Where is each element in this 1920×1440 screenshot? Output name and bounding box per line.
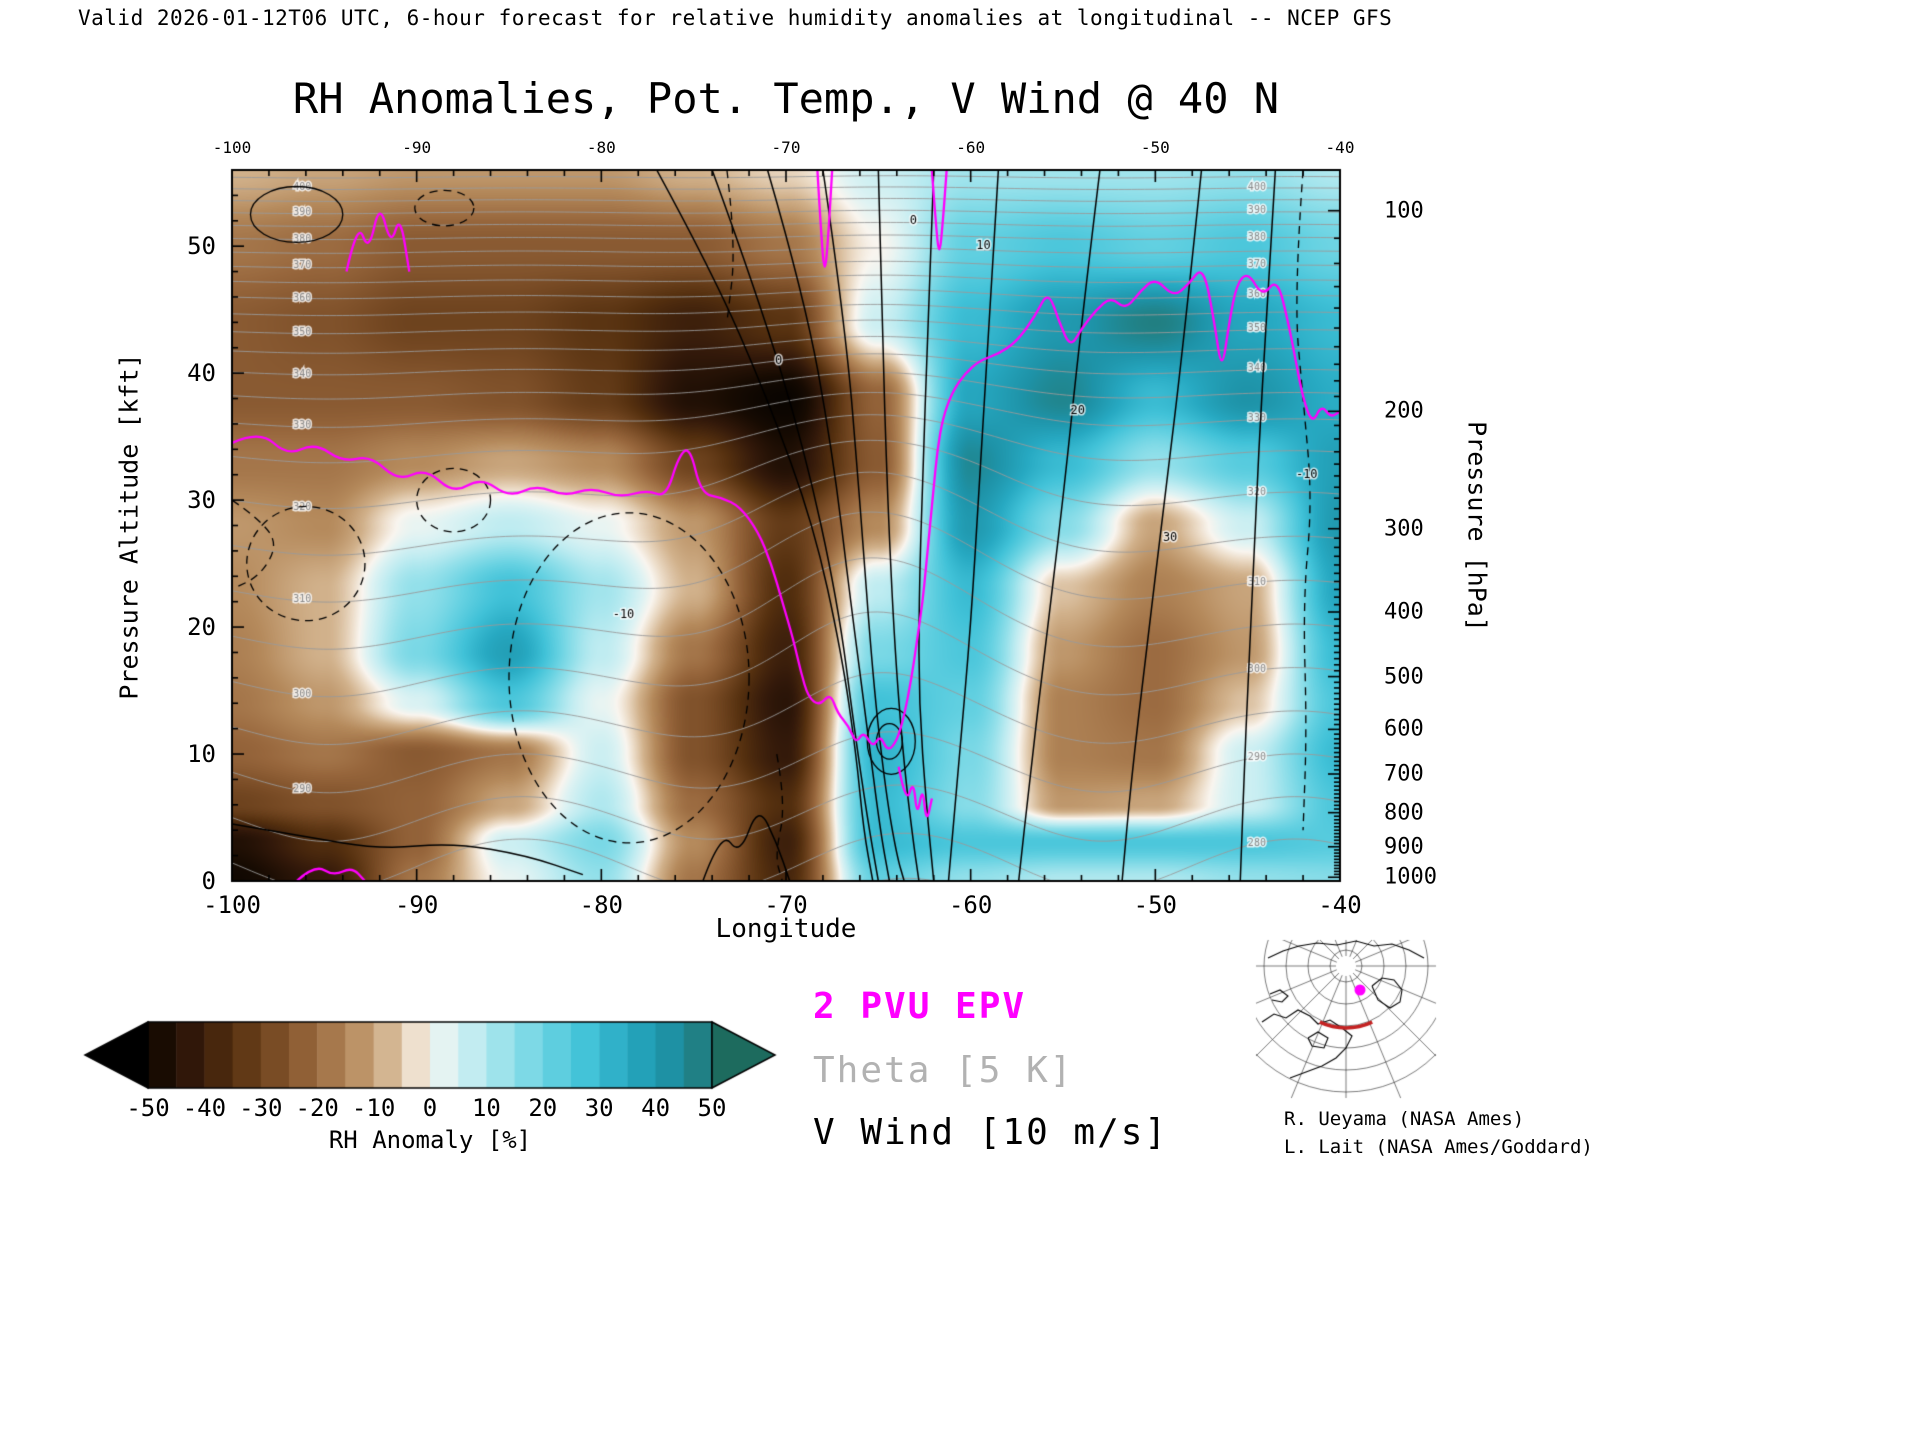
credit-line-1: R. Ueyama (NASA Ames) bbox=[1284, 1108, 1525, 1130]
x-top-tick-label: -70 bbox=[771, 138, 801, 157]
colorbar-tick-label: 30 bbox=[584, 1094, 614, 1122]
y-left-tick-label: 10 bbox=[187, 740, 216, 769]
y-right-tick-label: 600 bbox=[1384, 716, 1424, 742]
x-top-tick-label: -100 bbox=[212, 138, 252, 157]
x-top-tick-label: -40 bbox=[1325, 138, 1355, 157]
y-right-tick-label: 200 bbox=[1384, 398, 1424, 424]
x-tick-label: -60 bbox=[948, 891, 993, 919]
colorbar-tick-label: -50 bbox=[126, 1094, 170, 1122]
y-right-tick-label: 500 bbox=[1384, 664, 1424, 690]
colorbar-tick-label: 20 bbox=[528, 1094, 558, 1122]
colorbar-tick-label: 0 bbox=[422, 1094, 438, 1122]
y-left-tick-label: 30 bbox=[187, 486, 216, 515]
y-right-tick-label: 800 bbox=[1384, 800, 1424, 826]
x-tick-label: -40 bbox=[1318, 891, 1362, 919]
y-right-tick-label: 1000 bbox=[1384, 864, 1437, 890]
credit-line-2: L. Lait (NASA Ames/Goddard) bbox=[1284, 1136, 1593, 1158]
legend-2pvu-epv: 2 PVU EPV bbox=[813, 986, 1027, 1027]
colorbar-tick-label: 50 bbox=[697, 1094, 727, 1122]
y-left-tick-label: 50 bbox=[187, 232, 216, 261]
colorbar-tick-label: -30 bbox=[239, 1094, 283, 1122]
y-right-tick-label: 900 bbox=[1384, 834, 1424, 860]
map-inset bbox=[1256, 940, 1436, 1098]
y-left-axis-label: Pressure Altitude [kft] bbox=[114, 353, 144, 700]
y-right-tick-label: 100 bbox=[1384, 198, 1424, 224]
y-right-tick-label: 400 bbox=[1384, 599, 1424, 625]
x-tick-label: -50 bbox=[1133, 891, 1178, 919]
legend-v-wind: V Wind [10 m/s] bbox=[813, 1112, 1169, 1153]
colorbar-tick-label: -20 bbox=[295, 1094, 339, 1122]
x-top-tick-label: -50 bbox=[1140, 138, 1170, 157]
y-right-tick-label: 300 bbox=[1384, 516, 1424, 542]
legend-theta: Theta [5 K] bbox=[813, 1050, 1074, 1091]
x-axis-label: Longitude bbox=[715, 914, 857, 944]
colorbar-label: RH Anomaly [%] bbox=[328, 1126, 532, 1154]
colorbar-tick-label: 40 bbox=[641, 1094, 671, 1122]
x-top-tick-label: -90 bbox=[402, 138, 432, 157]
x-tick-label: -80 bbox=[579, 891, 624, 919]
x-tick-label: -90 bbox=[394, 891, 439, 919]
x-top-tick-label: -80 bbox=[586, 138, 616, 157]
colorbar-tick-label: -40 bbox=[182, 1094, 227, 1122]
y-left-tick-label: 20 bbox=[187, 613, 216, 642]
valid-line: Valid 2026-01-12T06 UTC, 6-hour forecast… bbox=[78, 6, 1393, 30]
y-left-tick-label: 40 bbox=[187, 359, 216, 388]
colorbar-tick-label: -10 bbox=[351, 1094, 396, 1122]
x-top-tick-label: -60 bbox=[956, 138, 986, 157]
x-tick-label: -100 bbox=[203, 891, 261, 919]
page-title: RH Anomalies, Pot. Temp., V Wind @ 40 N bbox=[292, 74, 1280, 123]
colorbar-tick-label: 10 bbox=[471, 1094, 501, 1122]
y-left-tick-label: 0 bbox=[201, 867, 216, 895]
y-right-tick-label: 700 bbox=[1384, 761, 1424, 787]
y-right-axis-label: Pressure [hPa] bbox=[1462, 421, 1492, 632]
x-tick-label: -70 bbox=[764, 891, 808, 919]
